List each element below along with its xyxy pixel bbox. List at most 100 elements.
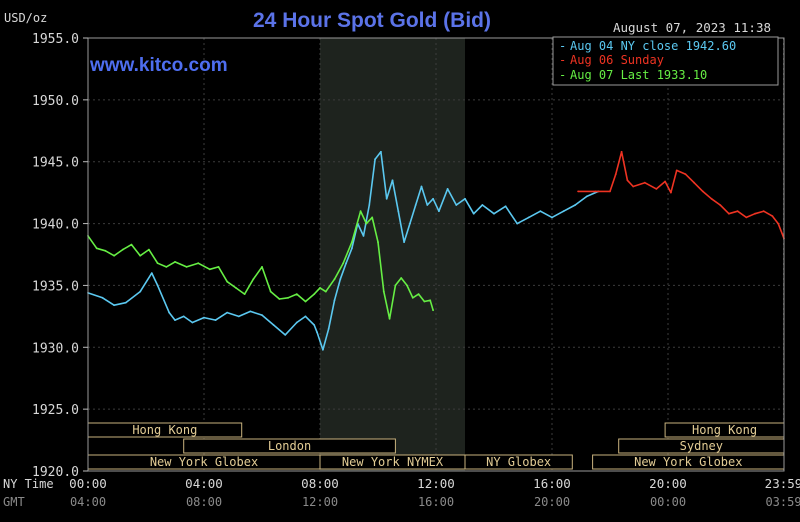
data-point [394, 284, 397, 287]
x-axis-label-gmt: GMT [3, 495, 25, 509]
data-point [368, 204, 371, 206]
data-point [414, 204, 417, 206]
data-point [148, 248, 150, 251]
legend-marker-aug04: - [559, 39, 566, 53]
data-point [237, 315, 240, 318]
data-point [446, 188, 449, 190]
y-axis-label: USD/oz [4, 11, 47, 25]
y-tick-label: 1925.0 [32, 403, 79, 418]
data-point [313, 293, 316, 295]
data-point [403, 241, 405, 244]
data-point [243, 293, 246, 295]
data-point [316, 331, 318, 334]
data-point [235, 287, 237, 289]
data-point [493, 212, 495, 215]
data-point [101, 296, 104, 299]
x-tick-label-ny: 00:00 [69, 476, 107, 491]
data-point [527, 216, 530, 219]
timestamp: August 07, 2023 11:38 [613, 20, 771, 35]
session-label: Hong Kong [692, 423, 757, 437]
data-point [664, 180, 666, 183]
data-point [762, 210, 765, 213]
x-tick-label-gmt: 03:59 [765, 495, 800, 509]
data-point [728, 212, 730, 215]
data-point [684, 173, 687, 176]
y-tick-label: 1940.0 [32, 218, 79, 233]
plot-frame [87, 37, 785, 472]
session-label: New York NYMEX [342, 455, 444, 469]
data-point [226, 311, 229, 314]
x-tick-label-gmt: 16:00 [418, 495, 454, 509]
data-point [382, 290, 385, 293]
data-point [464, 197, 466, 200]
data-point [130, 243, 133, 246]
data-point [380, 150, 382, 153]
data-point [736, 210, 739, 213]
data-point [252, 278, 255, 281]
data-point [432, 309, 434, 312]
data-point [777, 222, 780, 225]
data-point [121, 248, 124, 251]
data-point [516, 222, 519, 225]
data-point [693, 181, 695, 184]
legend: Aug 04 NY close 1942.60 Aug 06 Sunday Au… [552, 36, 779, 86]
data-point [359, 210, 362, 213]
data-point [304, 315, 307, 318]
data-point [614, 173, 617, 176]
legend-marker-aug06: - [559, 53, 566, 67]
x-tick-label-ny: 23:59 [765, 476, 800, 491]
data-point [313, 324, 316, 326]
data-point [185, 266, 188, 268]
session-label: New York Globex [150, 455, 258, 469]
x-tick-label-gmt: 12:00 [302, 495, 338, 509]
y-tick-label: 1920.0 [32, 465, 79, 480]
data-point [562, 210, 565, 213]
session-label: NY Globex [486, 455, 551, 469]
data-point [249, 310, 252, 313]
shaded-region [320, 38, 465, 471]
data-point [322, 348, 324, 351]
data-point [371, 216, 374, 219]
data-point [388, 317, 391, 320]
data-point [632, 185, 635, 188]
y-tick-label: 1935.0 [32, 279, 79, 294]
data-point [345, 262, 347, 265]
x-tick-label-ny: 20:00 [649, 476, 687, 491]
data-point [670, 191, 672, 194]
watermark: www.kitco.com [89, 55, 228, 76]
data-point [191, 321, 194, 324]
session-label: Sydney [680, 439, 723, 453]
data-point [217, 266, 220, 268]
data-point [426, 204, 429, 206]
x-tick-label-gmt: 20:00 [534, 495, 570, 509]
data-point [429, 299, 432, 302]
data-point [655, 188, 658, 190]
data-point [432, 197, 434, 200]
data-point [333, 299, 336, 302]
data-point [139, 254, 142, 257]
data-point [406, 284, 408, 287]
data-point [481, 204, 484, 206]
session-label: London [268, 439, 311, 453]
data-point [287, 296, 289, 299]
data-point [771, 215, 774, 218]
data-point [113, 304, 115, 307]
data-point [272, 324, 275, 326]
data-point [226, 280, 229, 283]
data-point [472, 212, 475, 215]
data-point [455, 204, 458, 206]
data-point [577, 190, 579, 193]
y-tick-label: 1955.0 [32, 32, 79, 47]
data-point [319, 287, 321, 289]
data-point [423, 300, 426, 303]
legend-box [552, 36, 779, 86]
data-point [339, 278, 342, 281]
data-point [333, 278, 336, 281]
data-point [174, 319, 176, 321]
data-point [504, 205, 507, 208]
data-point [284, 334, 287, 336]
data-point [385, 197, 388, 200]
y-tick-label: 1930.0 [32, 341, 79, 356]
data-point [377, 241, 379, 244]
